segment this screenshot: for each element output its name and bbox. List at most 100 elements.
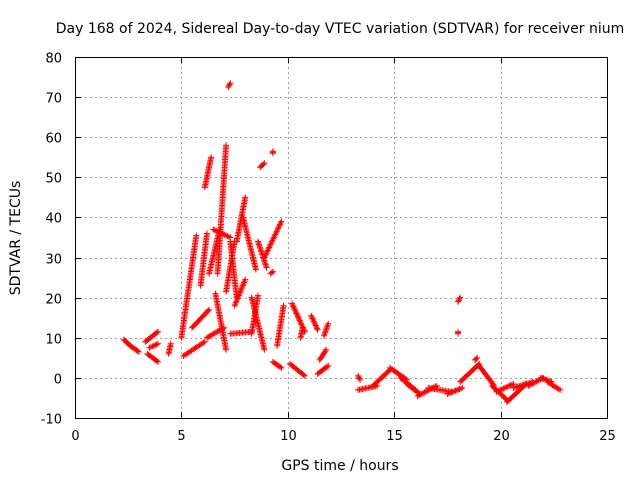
data-point xyxy=(236,289,243,296)
data-point xyxy=(210,226,217,233)
data-point xyxy=(227,80,234,87)
data-point xyxy=(324,363,331,370)
data-point xyxy=(494,388,501,395)
data-point xyxy=(135,348,142,355)
data-point xyxy=(320,332,327,339)
data-point xyxy=(261,254,268,261)
data-point xyxy=(452,387,459,394)
y-tick-label: 80 xyxy=(45,52,62,67)
data-point xyxy=(322,328,329,335)
data-point xyxy=(312,321,319,328)
data-point xyxy=(445,390,452,397)
data-point xyxy=(242,194,249,201)
data-point xyxy=(507,382,514,389)
data-point xyxy=(501,384,508,391)
data-point xyxy=(241,278,248,285)
data-point xyxy=(527,381,534,388)
data-point xyxy=(555,386,562,393)
data-point xyxy=(223,142,230,149)
data-point xyxy=(154,328,161,335)
data-point xyxy=(240,280,247,287)
data-point xyxy=(294,311,301,318)
data-point xyxy=(268,269,275,276)
data-point xyxy=(233,296,240,303)
data-point xyxy=(418,390,425,397)
data-point xyxy=(262,251,269,258)
data-point xyxy=(459,384,466,391)
data-point xyxy=(263,264,270,271)
data-point xyxy=(278,364,285,371)
data-point xyxy=(322,348,329,355)
data-point xyxy=(223,232,230,239)
data-point xyxy=(239,282,246,289)
data-point xyxy=(276,222,283,229)
data-point xyxy=(262,253,269,260)
data-point xyxy=(324,322,331,329)
x-tick-label: 25 xyxy=(599,429,616,444)
data-point xyxy=(539,375,546,382)
data-point xyxy=(453,387,460,394)
data-point xyxy=(301,372,308,379)
data-point xyxy=(324,323,331,330)
data-point xyxy=(153,341,160,348)
ticks-layer: 0 5 10 15 20 25 -10 0 10 20 30 40 50 60 70 80 xyxy=(41,52,616,445)
x-tick-label: 0 xyxy=(71,429,79,444)
data-point xyxy=(421,389,428,396)
plot-frame xyxy=(75,57,608,419)
data-point xyxy=(493,388,500,395)
data-point xyxy=(206,306,213,313)
y-tick-label: 50 xyxy=(45,172,62,187)
data-point xyxy=(266,243,273,250)
data-point xyxy=(277,221,284,228)
data-point xyxy=(201,338,208,345)
y-tick-label: 10 xyxy=(45,333,62,348)
data-point xyxy=(451,388,458,395)
data-point xyxy=(226,81,233,88)
x-axis-label: GPS time / hours xyxy=(281,458,398,474)
data-point xyxy=(449,388,456,395)
data-point xyxy=(417,391,424,398)
data-point xyxy=(266,244,273,251)
y-tick-label: 0 xyxy=(54,373,62,388)
data-point xyxy=(455,328,462,335)
data-point xyxy=(414,392,421,399)
data-point xyxy=(538,374,545,381)
data-point xyxy=(297,318,304,325)
data-point xyxy=(275,224,282,231)
data-point xyxy=(269,268,276,275)
chart-title: Day 168 of 2024, Sidereal Day-to-day VTE… xyxy=(56,21,625,37)
y-tick-label: 40 xyxy=(45,212,62,227)
data-point xyxy=(269,237,276,244)
y-axis-label: SDTVAR / TECUs xyxy=(8,181,24,296)
data-point xyxy=(154,340,161,347)
data-point xyxy=(237,288,244,295)
x-tick-label: 5 xyxy=(177,429,185,444)
data-point xyxy=(233,298,240,305)
data-point xyxy=(308,314,315,321)
data-point xyxy=(203,230,210,237)
data-point xyxy=(294,313,301,320)
points-layer xyxy=(120,80,564,405)
data-point xyxy=(242,276,249,283)
data-point xyxy=(309,315,316,322)
data-point xyxy=(506,382,513,389)
data-point xyxy=(289,302,296,309)
data-point xyxy=(325,320,332,327)
data-point xyxy=(205,307,211,314)
data-point xyxy=(238,286,245,293)
data-point xyxy=(299,324,306,331)
data-point xyxy=(474,354,481,361)
data-point xyxy=(167,340,174,347)
data-point xyxy=(236,291,243,298)
data-point xyxy=(496,387,503,394)
data-point xyxy=(271,232,278,239)
data-point xyxy=(525,382,532,389)
data-point xyxy=(193,232,200,239)
data-point xyxy=(225,82,232,89)
data-point xyxy=(356,375,363,382)
data-point xyxy=(280,302,287,309)
data-point xyxy=(323,346,330,353)
data-point xyxy=(292,307,299,314)
data-point xyxy=(153,357,160,364)
